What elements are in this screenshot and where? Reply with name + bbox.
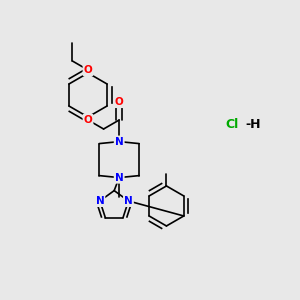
- Text: N: N: [124, 196, 133, 206]
- Text: O: O: [84, 65, 92, 75]
- Text: N: N: [115, 136, 124, 147]
- Text: O: O: [84, 115, 92, 125]
- Text: N: N: [95, 196, 104, 206]
- Text: O: O: [115, 97, 124, 107]
- Text: -H: -H: [245, 118, 260, 131]
- Text: Cl: Cl: [225, 118, 238, 131]
- Text: N: N: [115, 172, 124, 183]
